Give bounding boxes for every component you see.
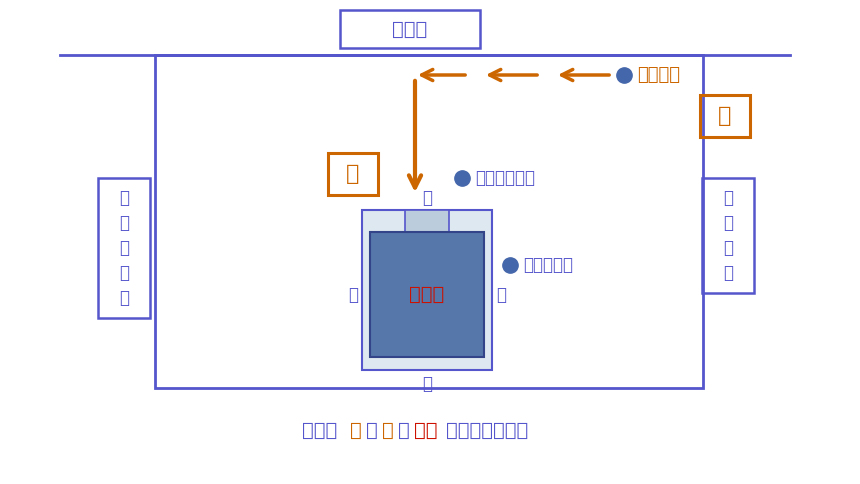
Bar [702, 178, 754, 293]
Text: 东长安街: 东长安街 [637, 66, 680, 84]
Bar [155, 55, 703, 388]
Text: 近: 近 [347, 164, 359, 184]
Bar [98, 178, 150, 318]
Text: 顺序介绍纪念碑: 顺序介绍纪念碑 [446, 421, 528, 439]
Text: 近: 近 [382, 421, 394, 439]
Text: 到: 到 [366, 421, 378, 439]
Text: 纪念碑: 纪念碑 [409, 285, 445, 304]
Text: 的: 的 [398, 421, 409, 439]
Text: 南: 南 [422, 375, 432, 393]
Text: 天安门: 天安门 [392, 19, 427, 39]
Text: 西: 西 [348, 286, 358, 304]
Text: 空间: 空间 [414, 421, 438, 439]
Text: 远: 远 [718, 106, 732, 126]
Bar [700, 95, 750, 137]
Bar [362, 210, 492, 370]
Text: 东: 东 [496, 286, 506, 304]
Bar [328, 153, 378, 195]
Bar [405, 210, 449, 232]
Text: 第二层平台: 第二层平台 [523, 256, 573, 274]
Text: 远: 远 [350, 421, 362, 439]
Bar [340, 10, 480, 48]
Bar [370, 232, 484, 357]
Text: 人
民
大
会
堂: 人 民 大 会 堂 [119, 189, 129, 307]
Text: 政
协
礼
堂: 政 协 礼 堂 [723, 189, 733, 282]
Text: 北: 北 [422, 189, 432, 207]
Text: 按照由: 按照由 [302, 421, 337, 439]
Text: 纪念碑台阶前: 纪念碑台阶前 [475, 169, 535, 187]
